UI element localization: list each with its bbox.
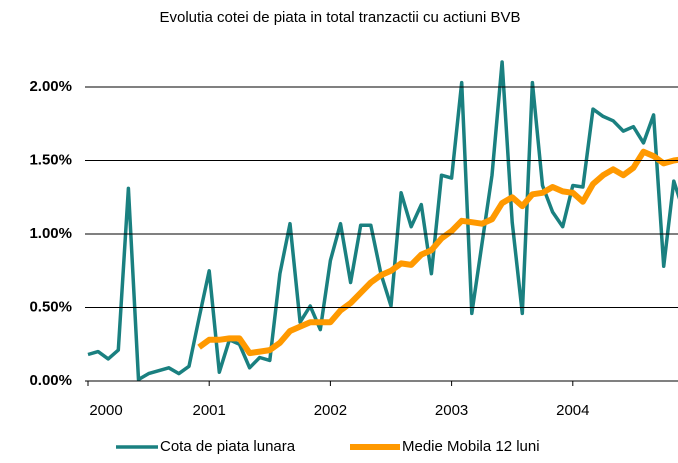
legend-label: Medie Mobila 12 luni [402,438,540,455]
plot-area [87,60,678,382]
y-tick-label: 0.00% [29,372,72,389]
chart-title: Evolutia cotei de piata in total tranzac… [159,9,520,26]
x-tick-label: 2001 [193,402,226,419]
x-tick-label: 2004 [556,402,589,419]
y-tick-label: 2.00% [29,78,72,95]
x-tick-label: 2000 [89,402,122,419]
y-tick-label: 1.50% [29,151,72,168]
y-tick-label: 1.00% [29,225,72,242]
x-tick-label: 2003 [435,402,468,419]
series-line [87,60,678,382]
y-tick-label: 0.50% [29,298,72,315]
series-line [197,148,678,357]
x-tick-label: 2002 [314,402,347,419]
legend-label: Cota de piata lunara [160,438,296,455]
